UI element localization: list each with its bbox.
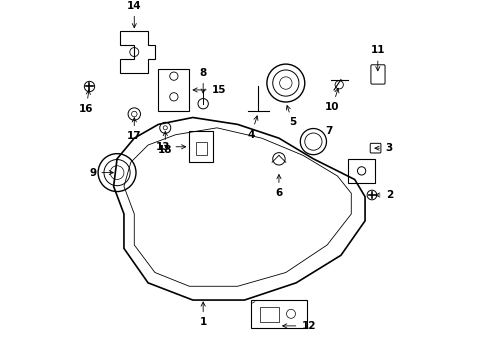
Text: 3: 3: [374, 143, 391, 153]
Text: 16: 16: [79, 90, 93, 114]
Text: 8: 8: [199, 68, 206, 93]
Text: 10: 10: [325, 88, 339, 112]
Text: 7: 7: [325, 126, 332, 136]
Text: 11: 11: [370, 45, 384, 71]
Text: 14: 14: [127, 1, 142, 28]
Text: 6: 6: [275, 175, 282, 198]
Text: 2: 2: [375, 190, 392, 200]
Text: 9: 9: [89, 168, 113, 177]
Text: 5: 5: [286, 105, 296, 127]
Text: 13: 13: [156, 142, 185, 152]
Text: 17: 17: [127, 118, 142, 141]
Text: 4: 4: [247, 116, 257, 140]
Text: 1: 1: [199, 302, 206, 327]
Text: 12: 12: [282, 321, 315, 331]
Text: 15: 15: [193, 85, 226, 95]
Text: 18: 18: [158, 131, 172, 155]
